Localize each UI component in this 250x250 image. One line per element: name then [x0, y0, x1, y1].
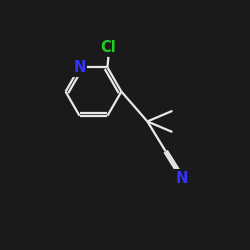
Text: N: N: [176, 171, 188, 186]
Text: Cl: Cl: [100, 40, 116, 55]
Text: N: N: [73, 60, 86, 75]
